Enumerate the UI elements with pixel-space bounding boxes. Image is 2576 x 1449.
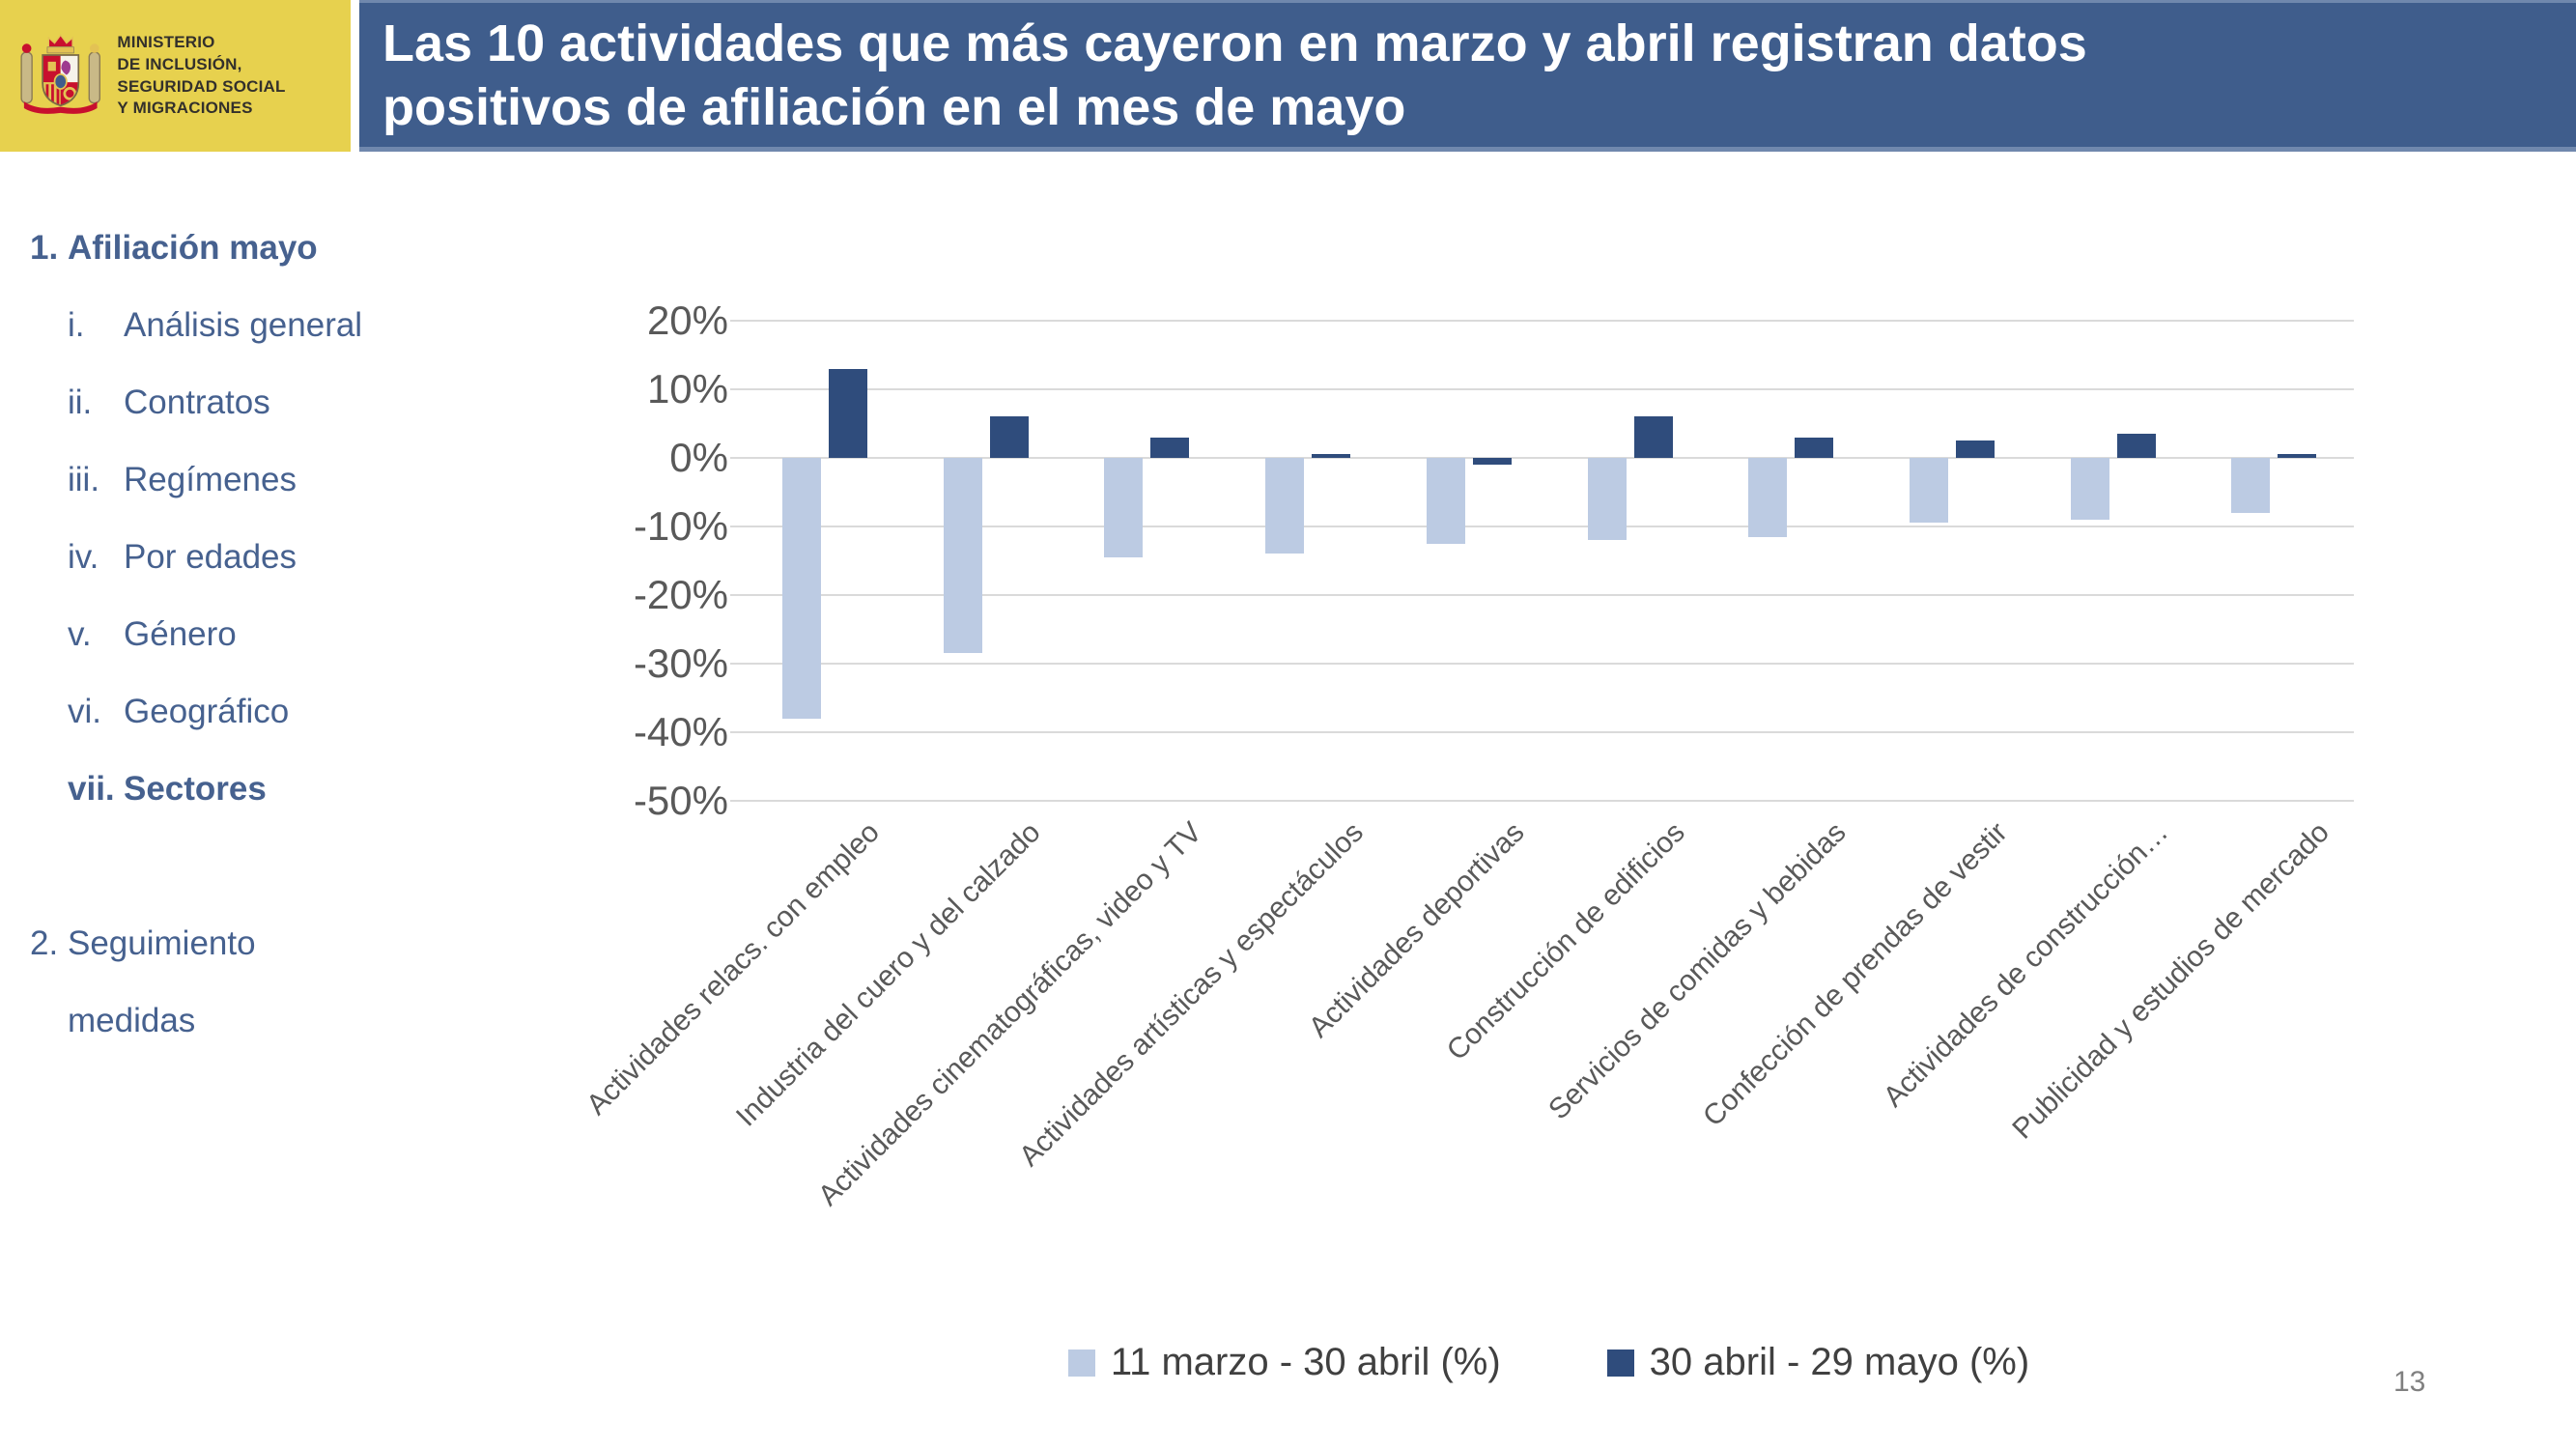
toc-label: Regímenes — [124, 461, 297, 498]
sidebar-item-genero[interactable]: v. Género — [68, 596, 455, 673]
gridline-20 — [730, 320, 2354, 322]
bar-series1-cat2 — [943, 458, 982, 654]
toc-numeral: vi. — [68, 693, 101, 730]
gridline-0 — [730, 457, 2354, 459]
bar-series2-cat10 — [2278, 454, 2317, 458]
legend-item-series2: 30 abril - 29 mayo (%) — [1606, 1341, 2030, 1384]
bar-series1-cat9 — [2070, 458, 2109, 520]
sidebar-item-sectores[interactable]: vii. Sectores — [68, 751, 455, 828]
sidebar-item-geografico[interactable]: vi. Geográfico — [68, 673, 455, 751]
bar-series2-cat2 — [989, 416, 1029, 458]
bar-series1-cat4 — [1265, 458, 1305, 554]
bar-series2-cat9 — [2116, 434, 2156, 458]
toc-numeral: 2. — [30, 924, 59, 962]
chart-legend: 11 marzo - 30 abril (%) 30 abril - 29 may… — [744, 1341, 2354, 1384]
y-axis-tick-label: -40% — [633, 709, 728, 754]
gridline--50 — [730, 800, 2354, 802]
bar-series2-cat6 — [1633, 416, 1673, 458]
ministry-name-line1: MINISTERIO — [117, 32, 215, 51]
slide-title-line1: Las 10 actividades que más cayeron en ma… — [382, 14, 2087, 72]
category-label-8: Confección de prendas de vestir — [1696, 816, 2014, 1133]
ministry-name-line2: DE INCLUSIÓN, SEGURIDAD SOCIAL — [117, 54, 286, 96]
page-number: 13 — [2393, 1366, 2426, 1398]
y-axis-tick-label: 10% — [646, 366, 728, 412]
bar-series2-cat7 — [1795, 437, 1834, 458]
spain-coat-of-arms-icon — [20, 33, 100, 114]
gridline--40 — [730, 731, 2354, 733]
gridline-10 — [730, 388, 2354, 390]
toc-label: Afiliación mayo — [68, 229, 318, 267]
toc-label: Por edades — [124, 538, 297, 576]
toc-label: Contratos — [124, 384, 270, 421]
sidebar-item-por-edades[interactable]: iv. Por edades — [68, 519, 455, 596]
ministry-name: MINISTERIO DE INCLUSIÓN, SEGURIDAD SOCIA… — [117, 32, 343, 121]
sidebar-item-regimenes[interactable]: iii. Regímenes — [68, 441, 455, 519]
y-axis-tick-label: 20% — [646, 298, 728, 343]
bar-series2-cat3 — [1150, 437, 1190, 458]
bar-series1-cat10 — [2231, 458, 2271, 513]
bar-series2-cat5 — [1472, 458, 1512, 466]
y-axis-tick-label: 0% — [669, 435, 728, 480]
legend-item-series1: 11 marzo - 30 abril (%) — [1067, 1341, 1501, 1384]
plot-area: 20% 10% 0% -10% -20% -30% -40% -50% Actividades … — [581, 298, 2354, 1212]
title-band: Las 10 actividades que más cayeron en ma… — [359, 0, 2576, 152]
y-axis-tick-label: -50% — [633, 778, 728, 823]
toc-label: Análisis general — [124, 306, 363, 344]
y-axis-tick-label: -30% — [633, 640, 728, 686]
toc-numeral: i. — [68, 306, 85, 344]
category-label-1: Actividades relacs. con empleo — [580, 816, 887, 1122]
toc-numeral: 1. — [30, 229, 59, 267]
sidebar-item-analisis-general[interactable]: i. Análisis general — [68, 287, 455, 364]
bar-series1-cat6 — [1587, 458, 1627, 541]
toc-label: Sectores — [124, 770, 267, 808]
bar-series2-cat1 — [829, 368, 867, 458]
bar-series1-cat1 — [782, 458, 821, 719]
toc-numeral: ii. — [68, 384, 93, 421]
gridline--30 — [730, 663, 2354, 665]
category-label-2: Industria del cuero y del calzado — [730, 816, 1048, 1133]
toc-numeral: iii. — [68, 461, 100, 498]
bar-series1-cat7 — [1748, 458, 1788, 537]
ministry-name-line3: Y MIGRACIONES — [117, 99, 253, 118]
legend-label: 11 marzo - 30 abril (%) — [1110, 1341, 1501, 1383]
toc-label: Género — [124, 615, 237, 653]
ministry-logo-block: MINISTERIO DE INCLUSIÓN, SEGURIDAD SOCIA… — [0, 0, 351, 152]
gridline--20 — [730, 594, 2354, 596]
toc-numeral: vii. — [68, 770, 115, 808]
category-label-10: Publicidad y estudios de mercado — [2006, 816, 2335, 1146]
legend-swatch-icon — [1067, 1349, 1095, 1377]
toc-label: Geográfico — [124, 693, 290, 730]
toc-label: Seguimiento medidas — [68, 924, 256, 1039]
y-axis-tick-label: -20% — [633, 572, 728, 617]
legend-label: 30 abril - 29 mayo (%) — [1649, 1341, 2030, 1383]
sidebar-item-contratos[interactable]: ii. Contratos — [68, 364, 455, 441]
toc-numeral: iv. — [68, 538, 99, 576]
bar-series1-cat5 — [1426, 458, 1465, 544]
category-label-4: Actividades artísticas y espectáculos — [1012, 816, 1370, 1173]
sidebar-item-afiliacion-mayo[interactable]: 1. Afiliación mayo — [30, 210, 455, 287]
bar-series2-cat4 — [1312, 454, 1351, 458]
y-axis-tick-label: -10% — [633, 503, 728, 549]
sidebar-toc: 1. Afiliación mayo i. Análisis general ii. Co… — [30, 210, 455, 1060]
gridline--10 — [730, 526, 2354, 527]
toc-numeral: v. — [68, 615, 92, 653]
bar-series1-cat3 — [1104, 458, 1144, 557]
slide-title-line2: positivos de afiliación en el mes de may… — [382, 77, 1406, 136]
bar-series2-cat8 — [1955, 440, 1995, 458]
category-label-9: Actividades de construcción… — [1877, 816, 2174, 1114]
legend-swatch-icon — [1606, 1349, 1634, 1377]
bar-series1-cat8 — [1909, 458, 1948, 524]
category-label-7: Servicios de comidas y bebidas — [1543, 816, 1853, 1126]
sidebar-item-seguimiento-medidas[interactable]: 2. Seguimiento medidas — [30, 905, 455, 1060]
